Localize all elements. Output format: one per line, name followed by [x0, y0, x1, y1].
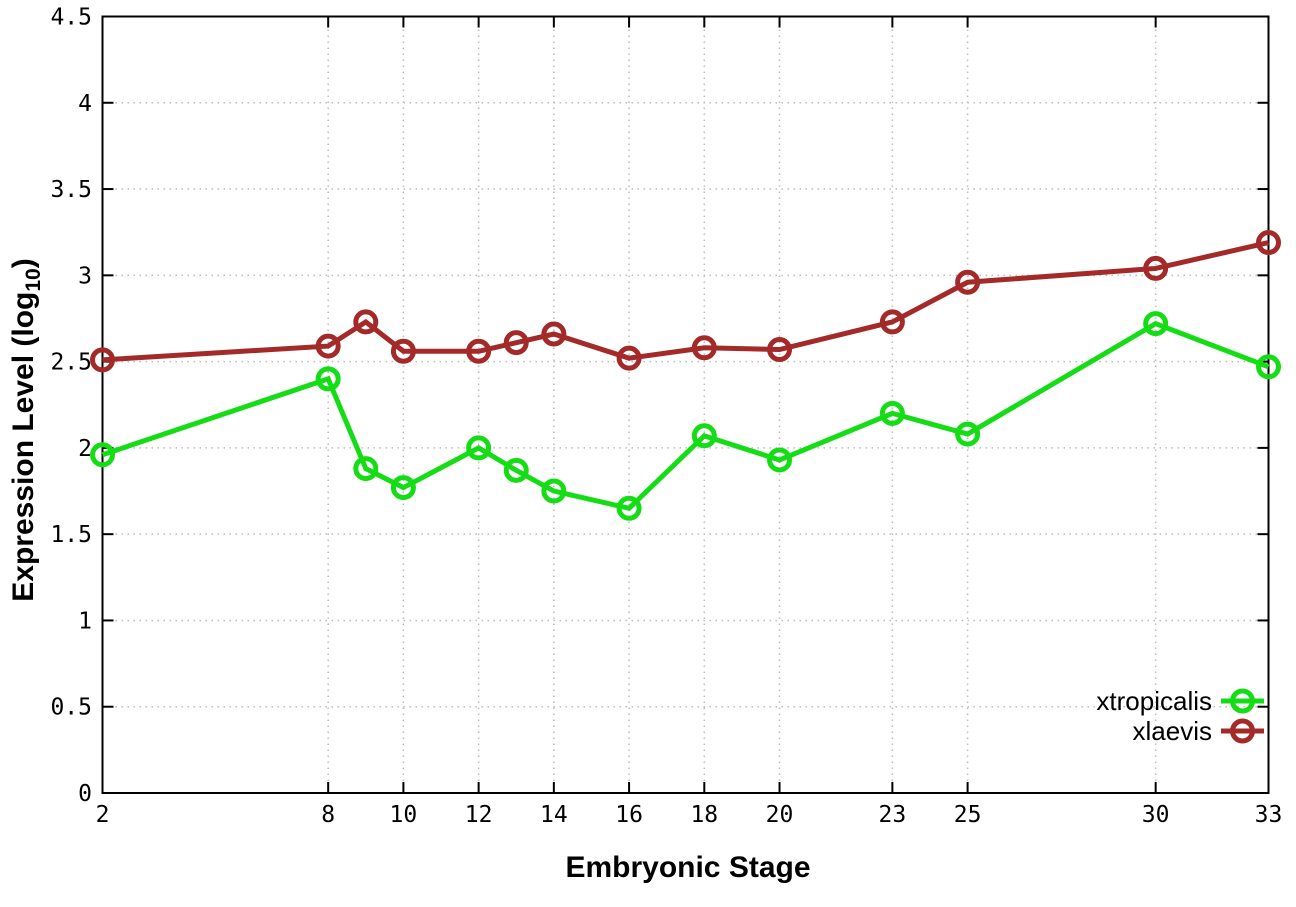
y-tick-label: 0: [78, 781, 92, 807]
legend-label-xtropicalis: xtropicalis: [1096, 686, 1212, 716]
y-tick-labels: 0 0.5 1 1.5 2 2.5 3 3.5 4 4.5: [50, 5, 92, 808]
y-tick-label: 3: [78, 263, 92, 289]
y-tick-label: 2: [78, 436, 92, 462]
x-tick-label: 2: [96, 802, 110, 828]
legend-marker-xtropicalis: [1221, 688, 1264, 714]
y-tick-label: 2.5: [50, 350, 92, 376]
data-point-xtropicalis: [90, 442, 115, 468]
data-point-xlaevis: [767, 337, 793, 363]
data-point-xlaevis: [390, 338, 416, 364]
x-tick-label: 23: [879, 802, 907, 828]
legend-sample-marker: [1230, 688, 1255, 714]
data-point-xtropicalis: [767, 447, 793, 473]
x-tick-label: 10: [390, 802, 418, 828]
legend: xtropicalis xlaevis: [1096, 686, 1264, 746]
data-point-xtropicalis: [616, 495, 642, 521]
x-tick-label: 30: [1142, 802, 1170, 828]
x-tick-label: 16: [615, 802, 643, 828]
series-xtropicalis: [90, 311, 1281, 521]
x-axis-label: Embryonic Stage: [565, 851, 810, 884]
data-point-xtropicalis: [390, 475, 416, 501]
data-series: [90, 230, 1281, 521]
data-point-xlaevis: [315, 333, 341, 359]
series-xlaevis: [90, 230, 1281, 373]
y-tick-label: 3.5: [50, 177, 92, 203]
data-point-xtropicalis: [691, 423, 717, 449]
data-point-xtropicalis: [1143, 311, 1169, 337]
plot-border: [101, 15, 1270, 794]
x-tick-label: 33: [1255, 802, 1283, 828]
y-tick-label: 0.5: [50, 695, 92, 721]
data-point-xlaevis: [353, 309, 379, 335]
legend-label-xlaevis: xlaevis: [1133, 716, 1212, 746]
legend-marker-xlaevis: [1221, 718, 1264, 744]
data-point-xlaevis: [90, 347, 115, 373]
y-axis-label: Expression Level (log10): [7, 258, 45, 601]
data-point-xlaevis: [503, 330, 529, 356]
x-tick-label: 25: [954, 802, 982, 828]
data-point-xtropicalis: [503, 457, 529, 483]
data-point-xlaevis: [691, 335, 717, 361]
x-tick-label: 14: [540, 802, 568, 828]
series-line-xtropicalis: [101, 320, 1270, 512]
data-point-xtropicalis: [466, 435, 492, 461]
data-point-xtropicalis: [353, 456, 379, 482]
data-point-xtropicalis: [955, 421, 981, 447]
data-point-xtropicalis: [1256, 354, 1281, 380]
data-point-xlaevis: [1143, 255, 1169, 281]
data-point-xlaevis: [616, 345, 642, 371]
y-tick-label: 1: [78, 608, 92, 634]
gridlines: [103, 17, 1268, 792]
data-point-xlaevis: [541, 321, 567, 347]
y-tick-label: 1.5: [50, 522, 92, 548]
legend-sample-marker: [1230, 718, 1255, 744]
data-point-xlaevis: [955, 269, 981, 295]
x-tick-label: 20: [766, 802, 794, 828]
x-tick-labels: 2 8 10 12 14 16 18 20 23 25 30 33: [96, 802, 1283, 828]
data-point-xlaevis: [1256, 230, 1281, 256]
x-tick-label: 12: [465, 802, 493, 828]
data-point-xlaevis: [879, 309, 905, 335]
data-point-xtropicalis: [879, 400, 905, 426]
x-tick-label: 18: [690, 802, 718, 828]
data-point-xtropicalis: [541, 478, 567, 504]
data-point-xlaevis: [466, 338, 492, 364]
x-tick-label: 8: [321, 802, 335, 828]
y-tick-label: 4.5: [50, 5, 92, 31]
data-point-xtropicalis: [315, 366, 341, 392]
y-tick-label: 4: [78, 91, 92, 117]
